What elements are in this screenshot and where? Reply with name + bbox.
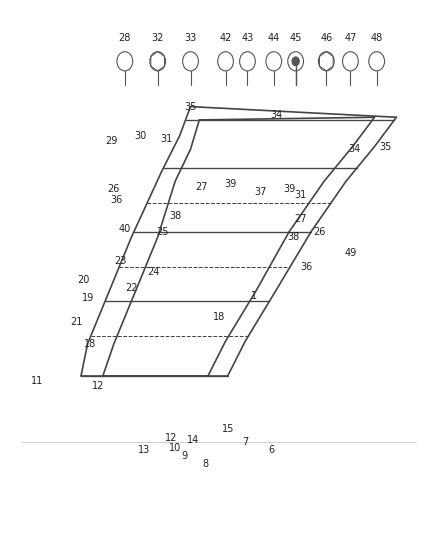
Text: 9: 9 [181, 451, 187, 461]
Text: 18: 18 [213, 312, 225, 322]
Text: 30: 30 [134, 131, 146, 141]
Text: 11: 11 [31, 376, 43, 386]
Text: 35: 35 [379, 142, 392, 151]
Text: 45: 45 [290, 33, 302, 43]
Text: 31: 31 [160, 134, 173, 143]
Text: 40: 40 [119, 224, 131, 234]
Text: 34: 34 [270, 110, 282, 119]
Text: 27: 27 [195, 182, 208, 191]
Text: 47: 47 [344, 33, 357, 43]
Text: 1: 1 [251, 291, 257, 301]
Text: 28: 28 [119, 33, 131, 43]
Text: 15: 15 [222, 424, 234, 434]
Circle shape [292, 57, 299, 66]
Text: 22: 22 [125, 283, 138, 293]
Text: 34: 34 [349, 144, 361, 154]
Text: 36: 36 [110, 195, 122, 205]
Text: 18: 18 [84, 339, 96, 349]
Text: 12: 12 [92, 382, 105, 391]
Text: 44: 44 [268, 33, 280, 43]
Text: 25: 25 [156, 227, 168, 237]
Text: 7: 7 [242, 438, 248, 447]
Text: 43: 43 [241, 33, 254, 43]
Text: 29: 29 [106, 136, 118, 146]
Text: 19: 19 [81, 294, 94, 303]
Text: 24: 24 [147, 267, 159, 277]
Text: 37: 37 [254, 187, 267, 197]
Text: 49: 49 [344, 248, 357, 258]
Text: 26: 26 [314, 227, 326, 237]
Text: 46: 46 [320, 33, 332, 43]
Text: 12: 12 [165, 433, 177, 443]
Text: 23: 23 [114, 256, 127, 266]
Text: 6: 6 [268, 446, 275, 455]
Text: 27: 27 [294, 214, 306, 223]
Text: 39: 39 [224, 179, 236, 189]
Text: 36: 36 [300, 262, 313, 271]
Text: 10: 10 [169, 443, 181, 453]
Text: 33: 33 [184, 33, 197, 43]
Text: 13: 13 [138, 446, 151, 455]
Text: 38: 38 [287, 232, 300, 242]
Text: 48: 48 [371, 33, 383, 43]
Text: 8: 8 [203, 459, 209, 469]
Text: 26: 26 [108, 184, 120, 194]
Text: 20: 20 [77, 275, 89, 285]
Text: 14: 14 [187, 435, 199, 445]
Text: 21: 21 [71, 318, 83, 327]
Text: 38: 38 [169, 211, 181, 221]
Text: 42: 42 [219, 33, 232, 43]
Text: 35: 35 [184, 102, 197, 111]
Text: 39: 39 [283, 184, 295, 194]
Text: 31: 31 [294, 190, 306, 199]
Text: 32: 32 [152, 33, 164, 43]
